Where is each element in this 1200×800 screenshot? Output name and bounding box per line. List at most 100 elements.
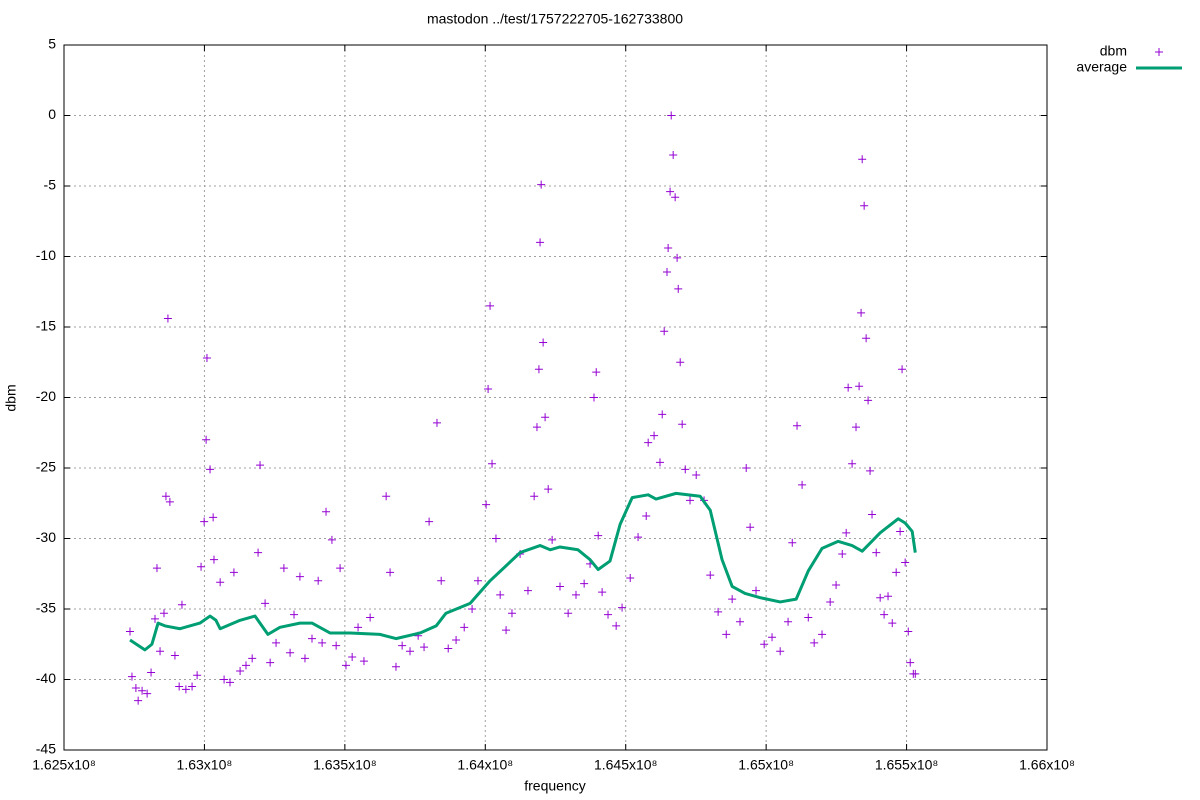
data-point: [444, 644, 453, 653]
x-tick-label: 1.625x10⁸: [32, 757, 96, 773]
data-point: [826, 597, 835, 606]
data-point: [752, 586, 761, 595]
data-point: [473, 576, 482, 585]
data-point: [161, 492, 170, 501]
data-point: [848, 459, 857, 468]
data-point: [382, 492, 391, 501]
data-point: [507, 609, 516, 618]
chart-title: mastodon ../test/1757222705-162733800: [427, 11, 683, 27]
y-tick-label: -25: [36, 459, 56, 475]
data-point: [197, 562, 206, 571]
data-point: [658, 410, 667, 419]
data-point: [660, 327, 669, 336]
data-point: [674, 284, 683, 293]
data-point: [254, 548, 263, 557]
data-point: [866, 466, 875, 475]
y-tick-label: -5: [44, 177, 57, 193]
data-point: [832, 581, 841, 590]
data-point: [202, 435, 211, 444]
data-point: [911, 669, 920, 678]
data-point: [314, 576, 323, 585]
data-point: [425, 517, 434, 526]
data-point: [188, 682, 197, 691]
data-point: [544, 485, 553, 494]
data-point: [626, 573, 635, 582]
data-point: [134, 696, 143, 705]
data-point: [594, 531, 603, 540]
legend-label: dbm: [1100, 43, 1127, 59]
y-tick-label: -45: [36, 741, 56, 757]
data-point: [896, 527, 905, 536]
data-point: [248, 654, 257, 663]
x-tick-label: 1.655x10⁸: [875, 757, 939, 773]
data-point: [884, 592, 893, 601]
data-point: [236, 667, 245, 676]
x-tick-label: 1.63x10⁸: [177, 757, 233, 773]
x-tick-label: 1.65x10⁸: [738, 757, 794, 773]
data-point: [537, 180, 546, 189]
data-point: [193, 671, 202, 680]
y-axis-label: dbm: [3, 384, 19, 411]
data-point: [838, 550, 847, 559]
data-point: [225, 678, 234, 687]
data-point: [842, 528, 851, 537]
data-point: [671, 193, 680, 202]
data-point: [420, 643, 429, 652]
data-point: [279, 564, 288, 573]
data-point: [530, 492, 539, 501]
data-point: [868, 510, 877, 519]
x-tick-label: 1.66x10⁸: [1019, 757, 1075, 773]
data-point: [768, 633, 777, 642]
data-point: [706, 571, 715, 580]
data-point: [523, 586, 532, 595]
data-point: [722, 630, 731, 639]
x-tick-label: 1.635x10⁸: [313, 757, 377, 773]
data-point: [892, 568, 901, 577]
data-point: [468, 605, 477, 613]
data-point: [852, 423, 861, 432]
data-point: [880, 610, 889, 619]
data-point: [864, 396, 873, 405]
x-axis-label: frequency: [524, 778, 585, 794]
data-point: [906, 658, 915, 667]
data-point: [216, 578, 225, 587]
data-point: [539, 338, 548, 347]
data-point: [644, 438, 653, 447]
data-point: [862, 334, 871, 343]
data-point: [165, 497, 174, 506]
data-point: [398, 641, 407, 650]
plot-border: [63, 44, 1048, 751]
y-tick-label: -40: [36, 670, 56, 686]
data-point: [147, 668, 156, 677]
data-point: [432, 418, 441, 427]
data-point: [604, 610, 613, 619]
data-point: [452, 636, 461, 645]
data-point: [266, 658, 275, 667]
data-point: [872, 548, 881, 557]
data-point: [286, 648, 295, 657]
data-point: [156, 647, 165, 656]
data-point: [386, 568, 395, 577]
data-point: [669, 150, 678, 159]
data-point: [655, 458, 664, 467]
y-tick-label: -10: [36, 247, 56, 263]
x-tick-label: 1.64x10⁸: [457, 757, 513, 773]
data-point: [143, 689, 152, 698]
data-point: [580, 579, 589, 588]
data-point: [256, 461, 265, 470]
data-point: [229, 568, 238, 577]
data-point: [798, 480, 807, 489]
legend-marker: [1155, 48, 1163, 56]
data-point: [488, 459, 497, 468]
data-point: [612, 621, 621, 630]
data-point: [904, 627, 913, 636]
data-point: [200, 517, 209, 526]
data-point: [746, 523, 755, 532]
y-tick-label: 0: [48, 106, 56, 122]
data-point: [804, 613, 813, 622]
data-point: [876, 593, 885, 602]
data-point: [295, 572, 304, 581]
data-point: [555, 582, 564, 591]
data-point: [152, 564, 161, 573]
